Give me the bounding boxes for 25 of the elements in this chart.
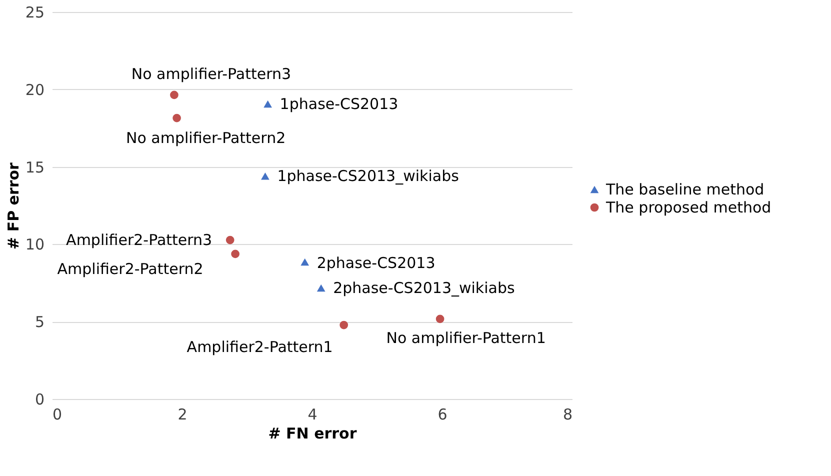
annotation: 2phase-CS2013_wikiabs xyxy=(333,279,515,298)
x-tick-label: 4 xyxy=(308,406,318,424)
annotation: Amplifier2-Pattern2 xyxy=(57,260,204,278)
y-tick-label: 5 xyxy=(34,313,44,332)
y-tick-label: 25 xyxy=(25,4,44,22)
annotation: No amplifier-Pattern3 xyxy=(131,64,292,83)
x-axis-title: # FN error xyxy=(268,424,358,442)
y-tick-label: 15 xyxy=(25,158,44,176)
annotation: No amplifier-Pattern1 xyxy=(386,328,546,347)
y-tick-label: 0 xyxy=(34,390,44,408)
annotation: 2phase-CS2013 xyxy=(316,254,436,272)
y-tick-label: 20 xyxy=(25,80,44,99)
annotation: 1phase-CS2013 xyxy=(280,94,398,113)
annotation: 1phase-CS2013_wikiabs xyxy=(277,167,460,186)
y-tick-label: 10 xyxy=(25,236,44,254)
annotation: Amplifier2-Pattern3 xyxy=(66,231,212,250)
annotation: No amplifier-Pattern2 xyxy=(126,129,286,148)
x-tick-label: 6 xyxy=(438,406,448,424)
y-axis-title: # FP error xyxy=(4,162,22,250)
x-tick-label: 2 xyxy=(178,406,188,424)
legend-label: The baseline method xyxy=(605,180,764,198)
annotation: Amplifier2-Pattern1 xyxy=(186,338,333,356)
legend-label: The proposed method xyxy=(605,198,772,216)
x-tick-label: 0 xyxy=(52,406,62,424)
x-tick-label: 8 xyxy=(562,406,572,424)
